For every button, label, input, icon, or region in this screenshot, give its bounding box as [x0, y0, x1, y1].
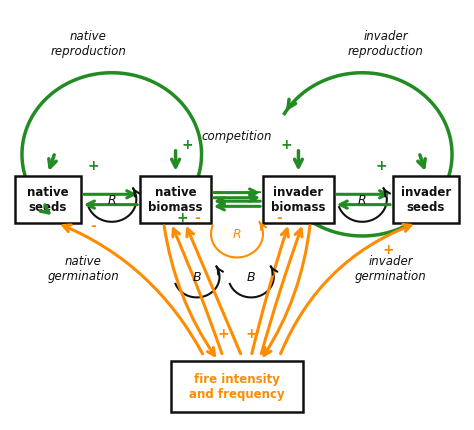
- Text: -: -: [194, 210, 200, 224]
- Text: +: +: [177, 210, 189, 224]
- FancyBboxPatch shape: [140, 176, 211, 224]
- Text: -: -: [213, 184, 219, 198]
- Text: +: +: [217, 326, 228, 340]
- Text: R: R: [108, 194, 116, 206]
- FancyBboxPatch shape: [263, 176, 334, 224]
- FancyBboxPatch shape: [15, 176, 81, 224]
- Text: +: +: [375, 159, 387, 173]
- FancyBboxPatch shape: [393, 176, 459, 224]
- Text: -: -: [90, 219, 96, 233]
- Text: native
reproduction: native reproduction: [50, 30, 126, 58]
- Text: B: B: [192, 270, 201, 284]
- Text: +: +: [87, 159, 99, 173]
- Text: +: +: [246, 326, 257, 340]
- Text: invader
seeds: invader seeds: [401, 186, 451, 214]
- Text: fire intensity
and frequency: fire intensity and frequency: [189, 372, 285, 400]
- FancyBboxPatch shape: [171, 361, 303, 412]
- Text: R: R: [233, 228, 241, 241]
- Text: invader
biomass: invader biomass: [271, 186, 326, 214]
- Text: competition: competition: [202, 129, 272, 142]
- Text: +: +: [383, 243, 394, 256]
- Text: R: R: [358, 194, 366, 206]
- Text: native
biomass: native biomass: [148, 186, 203, 214]
- Text: invader
reproduction: invader reproduction: [348, 30, 424, 58]
- Text: -: -: [255, 184, 261, 198]
- Text: native
germination: native germination: [47, 255, 119, 283]
- Text: +: +: [281, 137, 292, 151]
- Text: invader
germination: invader germination: [355, 255, 427, 283]
- Text: native
seeds: native seeds: [27, 186, 69, 214]
- Text: -: -: [277, 210, 283, 224]
- Text: +: +: [182, 137, 193, 151]
- Text: B: B: [247, 270, 255, 284]
